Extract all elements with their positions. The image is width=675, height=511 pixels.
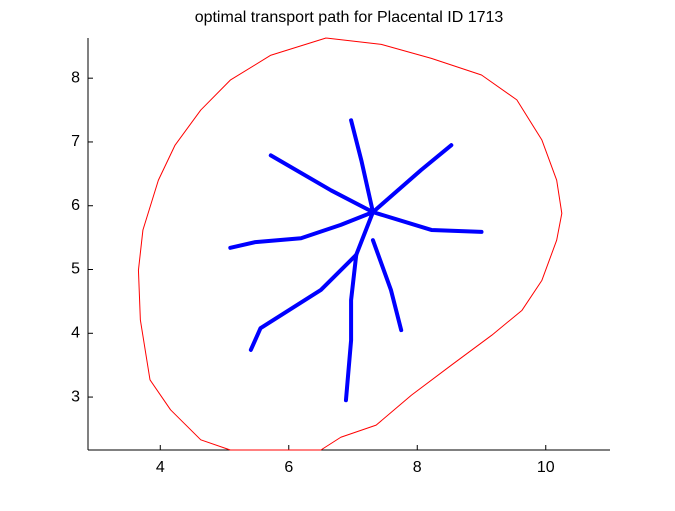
branch xyxy=(370,210,484,234)
y-tick-label: 5 xyxy=(71,261,80,278)
x-tick-label: 6 xyxy=(284,459,293,476)
branch xyxy=(248,210,375,352)
y-tick-label: 7 xyxy=(71,133,80,150)
branch xyxy=(370,238,404,333)
branch xyxy=(268,153,375,215)
branch xyxy=(349,118,375,215)
x-tick-label: 10 xyxy=(537,459,555,476)
x-tick-label: 4 xyxy=(156,459,165,476)
y-tick-label: 4 xyxy=(71,325,80,342)
branch xyxy=(228,210,375,250)
x-tick-label: 8 xyxy=(413,459,422,476)
y-tick-label: 8 xyxy=(71,69,80,86)
chart-title: optimal transport path for Placental ID … xyxy=(195,9,504,26)
y-tick-label: 3 xyxy=(71,388,80,405)
branch xyxy=(343,252,359,403)
branch xyxy=(370,143,454,215)
boundary xyxy=(137,37,563,451)
y-tick-label: 6 xyxy=(71,197,80,214)
